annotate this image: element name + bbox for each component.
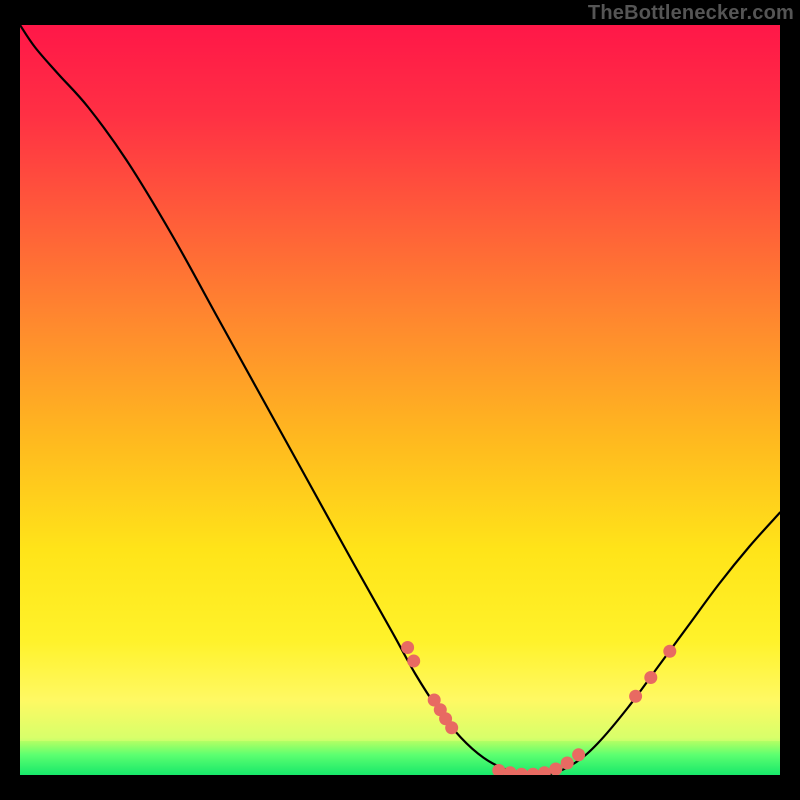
curve-marker: [663, 645, 676, 658]
curve-marker: [515, 768, 528, 775]
bottleneck-curve: [20, 25, 780, 775]
curve-marker: [538, 766, 551, 775]
curve-marker: [644, 671, 657, 684]
plot-area: [20, 25, 780, 775]
curve-marker: [549, 763, 562, 776]
curve-marker: [561, 757, 574, 770]
chart-frame: TheBottlenecker.com: [0, 0, 800, 800]
curve-marker: [445, 721, 458, 734]
curve-marker: [527, 768, 540, 775]
curve-marker: [504, 766, 517, 775]
curve-marker: [401, 641, 414, 654]
plot-svg: [20, 25, 780, 775]
curve-markers: [401, 641, 676, 775]
curve-marker: [629, 690, 642, 703]
curve-marker: [492, 764, 505, 775]
curve-marker: [572, 748, 585, 761]
watermark-text: TheBottlenecker.com: [588, 2, 794, 25]
curve-marker: [407, 655, 420, 668]
